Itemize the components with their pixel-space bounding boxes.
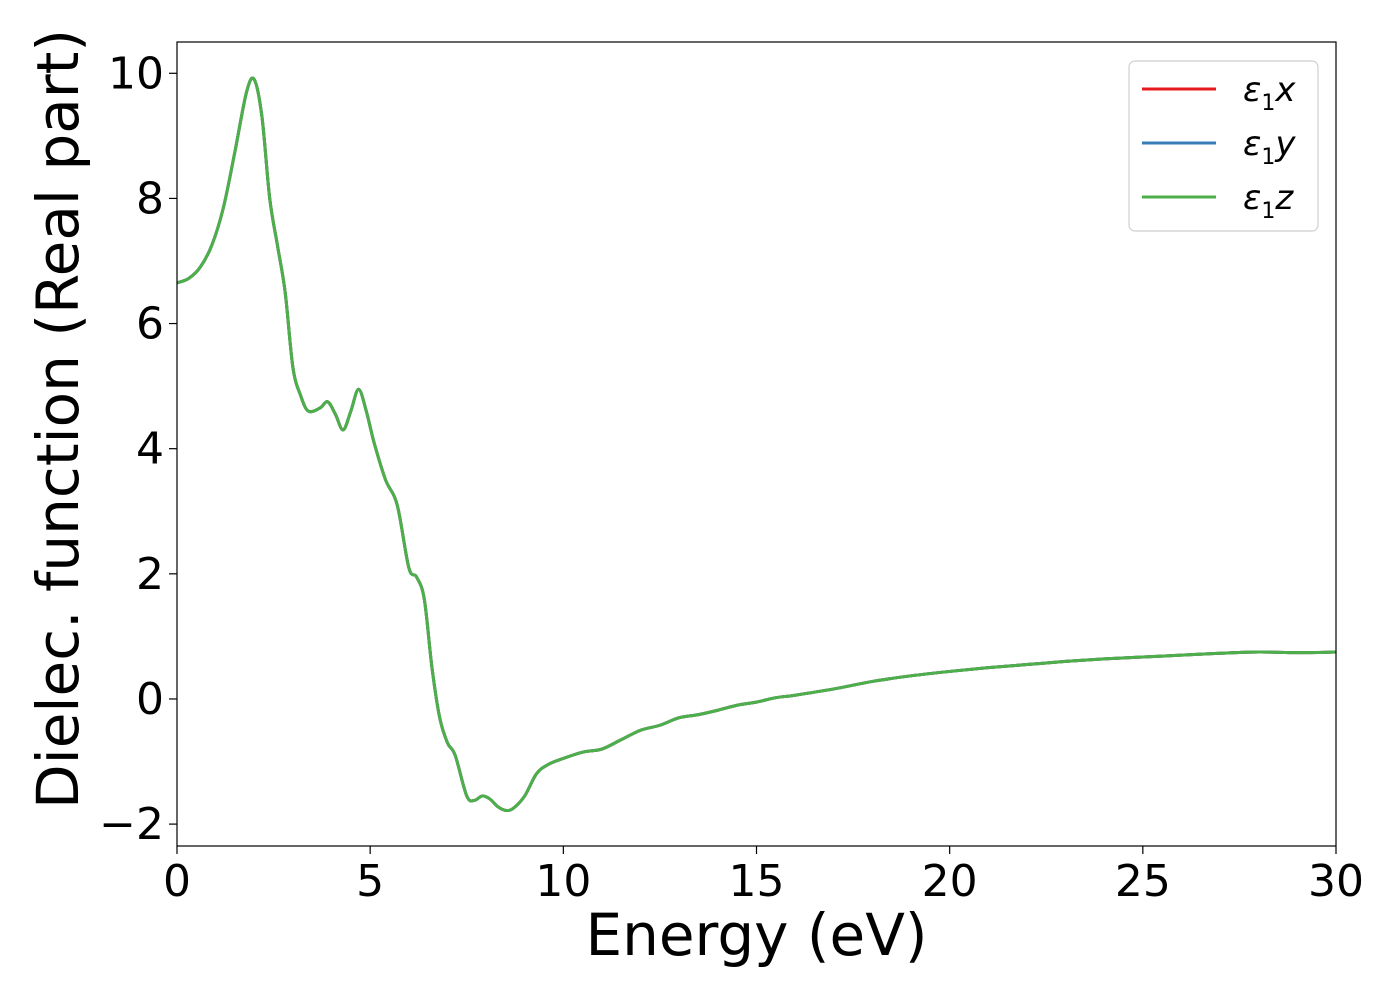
y-tick-label: 10	[108, 48, 164, 99]
x-tick-label: 30	[1308, 856, 1364, 907]
y-tick-label: 8	[136, 173, 164, 224]
y-tick-label: 0	[136, 674, 164, 725]
y-tick-label: 2	[136, 549, 164, 600]
y-axis: −2 0 2 4 6 8 10	[99, 48, 177, 850]
legend-label-z: ε1z	[1243, 178, 1294, 224]
x-tick-label: 0	[163, 856, 191, 907]
series-line-z	[177, 76, 1336, 813]
y-tick-label: 4	[136, 424, 164, 475]
legend-box	[1128, 60, 1319, 232]
x-tick-label: 15	[729, 856, 785, 907]
x-tick-label: 20	[922, 856, 978, 907]
legend: ε1x ε1y ε1z	[1128, 60, 1319, 232]
legend-label-x: ε1x	[1243, 70, 1296, 116]
x-tick-label: 25	[1115, 856, 1171, 907]
y-tick-label: −2	[99, 799, 164, 850]
x-tick-label: 10	[535, 856, 591, 907]
x-tick-label: 5	[356, 856, 384, 907]
x-axis-title: Energy (eV)	[585, 901, 927, 969]
legend-label-y: ε1y	[1243, 124, 1296, 170]
y-axis-title: Dielec. function (Real part)	[24, 29, 92, 809]
plot-series-group	[177, 76, 1336, 813]
y-tick-label: 6	[136, 299, 164, 350]
x-axis: 0 5 10 15 20 25 30	[163, 846, 1364, 907]
